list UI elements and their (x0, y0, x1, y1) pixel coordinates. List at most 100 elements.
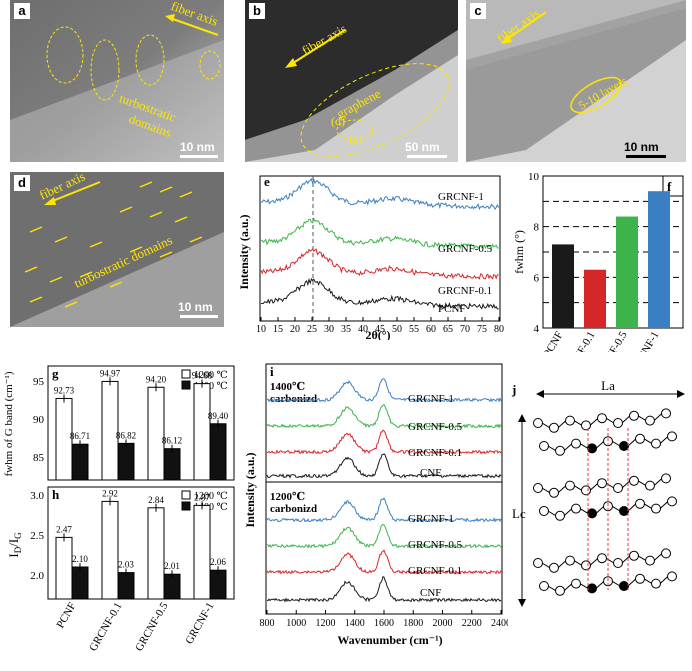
g-yticks: 85 90 95 (33, 376, 45, 464)
h-categories: PCNF GRCNF-0.1 GRCNF-0.5 GRCNF-1 (54, 600, 216, 653)
h-ytick-label: 2.5 (30, 530, 44, 542)
g-legend-swatch (181, 380, 191, 390)
scale-label-c: 10 nm (624, 140, 659, 154)
carbon-bond (557, 485, 567, 494)
e-xtick-label: 45 (375, 324, 385, 335)
i-bottom-series-1: GRCNF-1 (408, 513, 454, 525)
carbon-atom (571, 438, 581, 449)
carbon-atom (533, 558, 543, 568)
carbon-bond (659, 576, 669, 584)
carbon-bond (659, 436, 669, 444)
e-xtick-label: 50 (392, 324, 402, 335)
xrd-curve-0 (260, 177, 500, 211)
carbon-atom (597, 553, 607, 564)
f-ytick-label: 6 (534, 272, 540, 284)
h-category-label: GRCNF-0.1 (87, 601, 124, 654)
mark-d-label-b: (d) (331, 114, 345, 128)
e-xtick-label: 75 (477, 324, 487, 335)
h-value-label: 2.87 (194, 492, 210, 502)
mark-c-label-b: (c) (349, 132, 363, 146)
raman-curve-1 (266, 404, 502, 429)
h-yticks: 2.0 2.5 3.0 (30, 490, 44, 582)
carbon-atom (581, 560, 591, 571)
e-series-1: GRCNF-1 (438, 191, 484, 203)
carbon-atom (539, 581, 549, 591)
i-top-label-1: 1400℃ (270, 381, 305, 393)
i-top-series-3: GRCNF-0.1 (408, 447, 462, 459)
g-legend-swatch (181, 369, 191, 379)
carbon-atom (539, 441, 549, 451)
i-bottom-label-2: carbonizd (270, 503, 317, 515)
e-ylabel: Intensity (a.u.) (237, 214, 251, 289)
carbon-atom (565, 480, 575, 491)
e-xlabel: 2θ(°) (365, 328, 390, 340)
e-xtick-label: 25 (307, 324, 317, 335)
carbon-atom (645, 480, 655, 491)
h-bar-1 (209, 569, 227, 600)
carbon-atom (661, 408, 671, 419)
e-xtick-label: 70 (460, 324, 470, 335)
carbon-bond (563, 443, 573, 452)
panel-label-f: f (667, 179, 672, 194)
carbon-atom (661, 548, 671, 559)
carbon-bond (589, 417, 599, 426)
scale-label-d: 10 nm (178, 300, 213, 314)
raman-curve-0 (266, 378, 502, 403)
carbon-atom (645, 415, 655, 426)
xrd-curves (260, 177, 500, 310)
carbon-atom (555, 585, 565, 596)
carbon-bond (573, 485, 583, 491)
h-bar-0 (147, 507, 165, 600)
h-value-label: 2.84 (148, 495, 164, 505)
carbon-atom (571, 578, 581, 589)
carbon-bond (605, 482, 615, 489)
tem-panel-d: d fiber axis turbostratic domains 10 nm (10, 172, 224, 327)
carbon-bond (557, 420, 567, 429)
carbon-bond (637, 555, 647, 562)
carbon-bond (637, 480, 647, 487)
e-xtick-label: 55 (409, 324, 419, 335)
f-yticks: 4 6 8 10 (528, 172, 540, 335)
xrd-curve-1 (260, 217, 499, 250)
h-value-label: 2.92 (102, 488, 118, 498)
carbon-atom (549, 487, 559, 498)
f-bar-GRCNF-0.5 (616, 216, 638, 328)
h-ytick-label: 2.0 (30, 570, 44, 582)
carbon-atom (645, 555, 655, 566)
carbon-atom (533, 418, 543, 428)
i-xlabel: Wavenumber (cm⁻¹) (337, 633, 442, 647)
carbon-atom (581, 420, 591, 431)
carbon-bond (627, 503, 637, 512)
carbon-atom (613, 483, 623, 493)
h-category-label: PCNF (54, 601, 78, 631)
carbon-atom (597, 413, 607, 424)
carbon-atom (667, 571, 677, 582)
carbon-atom (555, 445, 565, 456)
carbon-atom (581, 485, 591, 496)
g-value-label: 89.40 (208, 411, 229, 421)
h-ytick-label: 3.0 (30, 490, 44, 502)
carbon-atom (629, 550, 639, 561)
carbon-bond (579, 583, 589, 589)
scale-bar-a (180, 155, 218, 158)
i-xtick-label: 1400 (345, 618, 365, 629)
h-value-label: 2.10 (72, 554, 88, 564)
i-xtick-label: 2200 (462, 618, 482, 629)
g-bar-0 (147, 386, 165, 481)
i-xtick-label: 1800 (403, 618, 423, 629)
carbon-bond (621, 555, 631, 564)
e-xtick-label: 40 (358, 324, 368, 335)
f-bar-GRCNF-0.1 (584, 269, 606, 328)
panel-label-i: i (270, 364, 274, 379)
h-value-label: 2.01 (164, 561, 180, 571)
i-xtick-label: 1000 (286, 618, 306, 629)
g-value-label: 86.71 (70, 431, 90, 441)
i-xtick-label: 1200 (316, 618, 336, 629)
i-xtick-label: 2000 (433, 618, 453, 629)
tem-texture-a (10, 0, 224, 162)
f-category-label: GRCNF-0.1 (560, 330, 597, 353)
i-xtick-label: 800 (260, 618, 275, 629)
g-ytick-label: 90 (33, 414, 45, 426)
